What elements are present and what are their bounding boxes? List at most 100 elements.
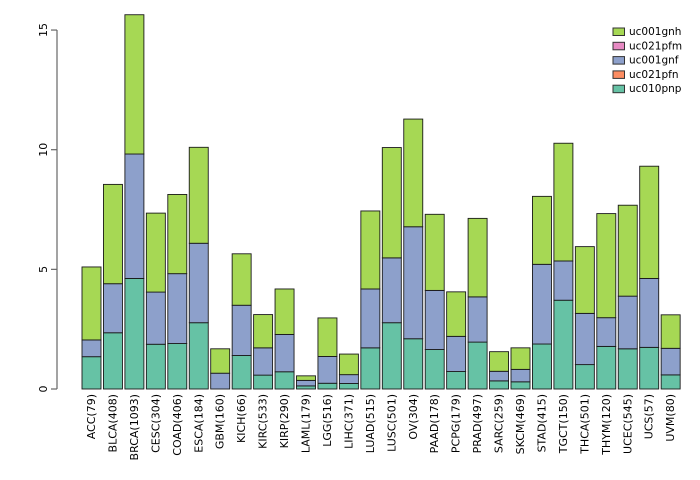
bar-segment-uc001gnh [446, 291, 467, 337]
x-axis-category-label: GBM(160) [214, 394, 227, 449]
bar-segment-uc001gnf [210, 372, 231, 390]
bar-segment-uc001gnf [639, 277, 660, 348]
x-axis-category-label: BRCA(1093) [128, 394, 141, 460]
bar-segment-uc001gnf [124, 153, 145, 279]
bar-segment-uc010pnp [424, 349, 445, 390]
bar-coad406 [167, 193, 188, 390]
bar-segment-uc001gnh [102, 183, 123, 285]
legend-label-uc021pfn: uc021pfn [629, 69, 679, 81]
bar-segment-uc010pnp [253, 374, 274, 390]
bar-segment-uc001gnf [596, 317, 617, 347]
bar-kirp290 [274, 288, 295, 390]
legend-swatch-uc001gnh [612, 27, 625, 36]
bar-segment-uc001gnh [81, 266, 102, 341]
legend-label-uc001gnh: uc001gnh [629, 26, 681, 38]
bar-segment-uc001gnf [574, 312, 595, 366]
bar-pcpg179 [446, 291, 467, 390]
x-axis-category-label: BLCA(408) [106, 394, 119, 452]
bar-segment-uc001gnf [532, 263, 552, 345]
y-axis-tick-label: 10 [37, 143, 50, 157]
bar-segment-uc001gnh [231, 253, 252, 306]
y-axis-tick-label: 5 [37, 266, 50, 273]
bar-segment-uc010pnp [574, 364, 595, 390]
x-axis-category-label: CESC(304) [149, 394, 162, 453]
x-axis-category-label: SKCM(469) [514, 394, 527, 454]
x-axis-category-label: LUAD(515) [364, 394, 377, 453]
bar-skcm469 [510, 347, 531, 390]
bar-segment-uc001gnh [317, 317, 338, 357]
bar-esca184 [188, 146, 209, 390]
x-axis-category-label: STAD(415) [535, 394, 548, 452]
bar-sarc259 [489, 351, 509, 390]
bar-segment-uc010pnp [124, 277, 145, 390]
x-axis-category-label: ESCA(184) [192, 394, 205, 453]
bar-segment-uc010pnp [639, 346, 660, 390]
bar-segment-uc001gnh [360, 210, 381, 290]
bar-segment-uc001gnh [338, 353, 359, 376]
x-axis-category-label: KICH(66) [235, 394, 248, 443]
x-axis-category-label: ACC(79) [85, 394, 98, 439]
bar-segment-uc001gnf [446, 335, 467, 372]
x-axis-category-label: TGCT(150) [557, 394, 570, 454]
legend-swatch-uc001gnf [612, 56, 625, 65]
x-axis-category-label: UVM(80) [664, 394, 677, 442]
x-axis-category-label: THYM(120) [600, 394, 613, 456]
bar-ucec545 [617, 204, 638, 390]
bar-segment-uc001gnf [403, 226, 424, 340]
x-axis-category-label: LUSC(501) [385, 394, 398, 452]
bar-ov304 [403, 118, 424, 390]
bar-segment-uc001gnh [424, 213, 445, 291]
bar-segment-uc001gnh [532, 195, 552, 265]
x-axis-category-label: THCA(501) [578, 394, 591, 455]
bar-segment-uc001gnf [317, 356, 338, 384]
bar-segment-uc001gnh [188, 146, 209, 244]
bar-segment-uc001gnh [296, 375, 316, 381]
bar-segment-uc010pnp [510, 381, 531, 390]
bar-luad515 [360, 210, 381, 390]
bar-segment-uc001gnh [639, 165, 660, 279]
bar-paad178 [424, 213, 445, 390]
bar-segment-uc001gnh [510, 347, 531, 370]
x-axis-category-label: PAAD(178) [428, 394, 441, 453]
bar-segment-uc010pnp [660, 374, 681, 390]
bar-segment-uc010pnp [360, 347, 381, 390]
x-axis-category-label: LAML(179) [300, 394, 313, 453]
x-axis-category-label: KIRP(290) [278, 394, 291, 448]
bar-stad415 [532, 195, 552, 390]
y-axis-tick-label: 0 [37, 386, 50, 393]
legend-swatch-uc021pfm [612, 41, 625, 51]
bar-segment-uc001gnh [617, 204, 638, 297]
bar-thca501 [574, 246, 595, 390]
bar-lusc501 [381, 147, 402, 390]
bar-segment-uc001gnh [467, 217, 488, 298]
bar-segment-uc001gnh [489, 351, 509, 372]
bar-prad497 [467, 217, 488, 390]
bar-cesc304 [145, 212, 166, 390]
bar-acc79 [81, 266, 102, 390]
x-axis-category-label: UCEC(545) [621, 394, 634, 454]
x-axis-category-label: OV(304) [407, 394, 420, 440]
bar-segment-uc001gnf [145, 291, 166, 345]
bar-lgg516 [317, 317, 338, 390]
x-axis-category-label: PRAD(497) [471, 394, 484, 453]
bar-segment-uc001gnh [596, 213, 617, 319]
bar-segment-uc010pnp [231, 355, 252, 390]
bar-segment-uc010pnp [381, 322, 402, 390]
legend-label-uc010pnp: uc010pnp [629, 83, 682, 95]
bar-segment-uc001gnh [167, 193, 188, 275]
bar-segment-uc001gnh [403, 118, 424, 228]
bar-segment-uc001gnh [274, 288, 295, 335]
bar-segment-uc001gnf [296, 379, 316, 387]
legend-swatch-uc010pnp [612, 84, 625, 94]
bar-segment-uc001gnf [660, 347, 681, 376]
bar-segment-uc001gnf [338, 374, 359, 384]
bar-segment-uc010pnp [446, 371, 467, 390]
x-axis-category-label: LIHC(371) [342, 394, 355, 449]
bar-segment-uc001gnf [188, 242, 209, 324]
legend-label-uc001gnf: uc001gnf [629, 55, 679, 67]
bar-segment-uc001gnf [274, 333, 295, 373]
bar-kirc533 [253, 314, 274, 390]
bar-segment-uc010pnp [553, 299, 574, 390]
